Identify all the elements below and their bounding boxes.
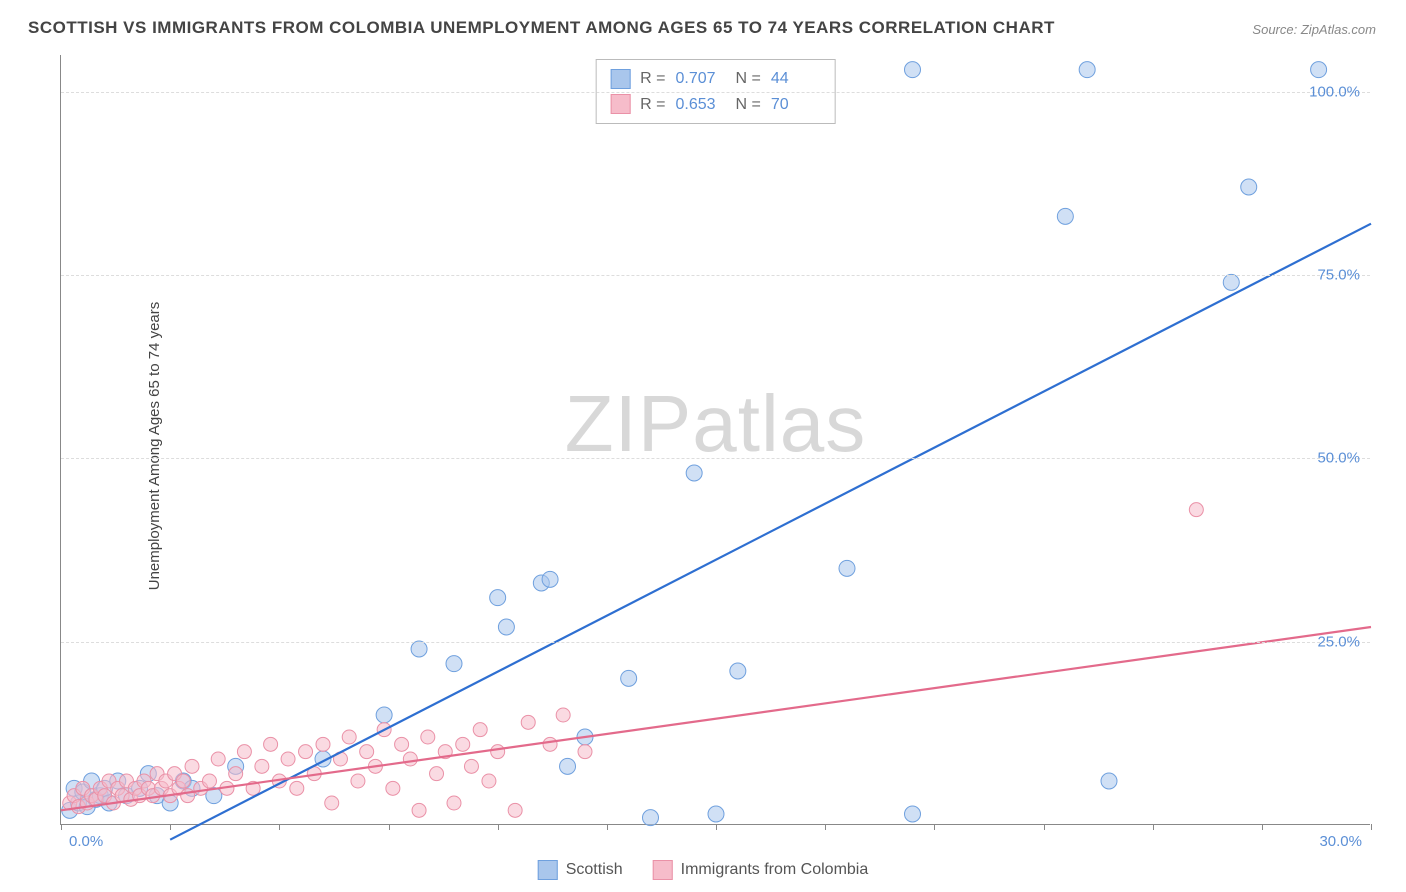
source-attribution: Source: ZipAtlas.com — [1252, 22, 1376, 37]
regression-lines-layer — [61, 55, 1370, 824]
r-value: 0.653 — [676, 92, 726, 118]
chart-legend: Scottish Immigrants from Colombia — [538, 860, 869, 880]
x-tick — [498, 824, 499, 830]
x-tick — [716, 824, 717, 830]
legend-swatch — [653, 860, 673, 880]
x-axis-max-label: 30.0% — [1319, 833, 1362, 850]
y-tick-label: 25.0% — [1317, 633, 1360, 650]
y-tick-label: 100.0% — [1309, 83, 1360, 100]
source-link[interactable]: ZipAtlas.com — [1301, 22, 1376, 37]
x-tick — [279, 824, 280, 830]
series-swatch — [610, 94, 630, 114]
x-tick — [1262, 824, 1263, 830]
x-tick — [1044, 824, 1045, 830]
x-tick — [934, 824, 935, 830]
legend-item: Scottish — [538, 860, 623, 880]
x-tick — [170, 824, 171, 830]
regression-line — [61, 627, 1371, 810]
y-tick-label: 75.0% — [1317, 267, 1360, 284]
x-tick — [825, 824, 826, 830]
scatter-plot: ZIPatlas R =0.707N =44R =0.653N =70 0.0%… — [60, 55, 1370, 825]
r-label: R = — [640, 66, 665, 92]
legend-label: Scottish — [566, 861, 623, 879]
x-tick — [389, 824, 390, 830]
x-tick — [1371, 824, 1372, 830]
y-tick-label: 50.0% — [1317, 450, 1360, 467]
gridline — [61, 92, 1370, 93]
x-tick — [1153, 824, 1154, 830]
gridline — [61, 275, 1370, 276]
x-tick — [607, 824, 608, 830]
regression-line — [170, 224, 1371, 840]
gridline — [61, 458, 1370, 459]
r-value: 0.707 — [676, 66, 726, 92]
n-value: 70 — [771, 92, 821, 118]
series-swatch — [610, 69, 630, 89]
chart-title: SCOTTISH VS IMMIGRANTS FROM COLOMBIA UNE… — [28, 18, 1055, 38]
legend-swatch — [538, 860, 558, 880]
legend-item: Immigrants from Colombia — [653, 860, 869, 880]
source-label: Source: — [1252, 22, 1297, 37]
r-label: R = — [640, 92, 665, 118]
n-label: N = — [736, 66, 761, 92]
x-axis-min-label: 0.0% — [69, 833, 103, 850]
stats-row: R = 0.707 N = 44 — [610, 66, 821, 92]
n-label: N = — [736, 92, 761, 118]
n-value: 44 — [771, 66, 821, 92]
stats-row: R = 0.653 N = 70 — [610, 92, 821, 118]
x-tick — [61, 824, 62, 830]
legend-label: Immigrants from Colombia — [681, 861, 869, 879]
gridline — [61, 642, 1370, 643]
